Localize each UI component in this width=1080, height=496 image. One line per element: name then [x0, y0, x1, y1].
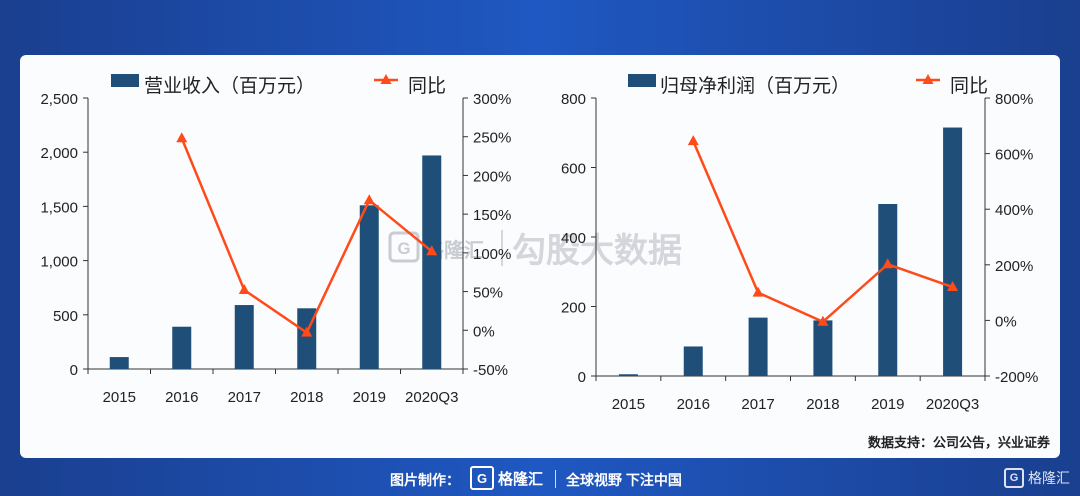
- left-tick-label: 200: [561, 300, 586, 317]
- yoy-point: [238, 284, 250, 295]
- x-tick-label: 2019: [871, 396, 904, 413]
- bar: [422, 155, 442, 369]
- right-tick-label: -200%: [995, 369, 1038, 386]
- bar: [878, 203, 898, 376]
- x-tick-label: 2020Q3: [405, 389, 458, 406]
- legend-bar-swatch: [111, 74, 139, 87]
- x-tick-label: 2017: [741, 396, 774, 413]
- right-tick-label: 600%: [995, 147, 1033, 164]
- bar: [683, 346, 703, 376]
- corner-logo: G 格隆汇: [1004, 468, 1070, 488]
- watermark-logo-letter: G: [397, 239, 410, 258]
- bar: [618, 374, 638, 376]
- x-tick-label: 2015: [612, 396, 645, 413]
- yoy-point: [882, 258, 894, 269]
- bar: [748, 317, 768, 376]
- legend-bar-label: 营业收入（百万元）: [144, 75, 315, 97]
- left-tick-label: 1,000: [40, 254, 78, 271]
- footer-credit: 图片制作：: [390, 472, 460, 488]
- left-tick-label: 2,000: [40, 145, 78, 162]
- yoy-point: [426, 245, 438, 256]
- left-tick-label: 0: [578, 369, 586, 386]
- bar: [359, 205, 379, 369]
- legend-line-marker: [922, 74, 934, 84]
- bar: [234, 305, 254, 369]
- net-profit-chart: 800 600 400 200 0 800% 600% 400% 200% 0% -200% 2015…: [561, 74, 1038, 413]
- bar: [109, 357, 129, 369]
- left-tick-label: 1,500: [40, 199, 78, 216]
- left-tick-label: 500: [53, 308, 78, 325]
- left-tick-label: 2,500: [40, 91, 78, 108]
- x-tick-label: 2017: [228, 389, 261, 406]
- right-tick-label: 800%: [995, 91, 1033, 108]
- yoy-point: [947, 281, 959, 292]
- yoy-point: [817, 315, 829, 326]
- x-tick-label: 2015: [103, 389, 136, 406]
- x-tick-label: 2020Q3: [926, 396, 979, 413]
- footer-logo-name: 格隆汇: [498, 470, 544, 488]
- bar: [813, 320, 833, 376]
- right-tick-label: 200%: [473, 168, 511, 185]
- x-tick-label: 2019: [353, 389, 386, 406]
- left-tick-label: 800: [561, 91, 586, 108]
- legend-line-label: 同比: [950, 75, 988, 97]
- legend-bar-label: 归母净利润（百万元）: [660, 75, 850, 97]
- right-tick-label: 100%: [473, 246, 511, 263]
- x-tick-label: 2016: [165, 389, 198, 406]
- yoy-point: [301, 326, 313, 337]
- footer-slogan: 全球视野 下注中国: [566, 472, 682, 488]
- footer-divider: [555, 470, 556, 488]
- yoy-point: [176, 132, 188, 143]
- corner-logo-name: 格隆汇: [1028, 470, 1070, 486]
- revenue-chart: 2,500 2,000 1,500 1,000 500 0 300% 250% 200% 150%…: [40, 74, 511, 406]
- right-tick-label: 400%: [995, 202, 1033, 219]
- footer: 图片制作： G 格隆汇 全球视野 下注中国 G 格隆汇: [0, 462, 1080, 496]
- x-tick-label: 2018: [806, 396, 839, 413]
- corner-logo-icon: G: [1004, 468, 1024, 488]
- x-tick-label: 2016: [677, 396, 710, 413]
- left-tick-label: 0: [70, 362, 78, 379]
- yoy-line: [180, 137, 433, 335]
- right-tick-label: 300%: [473, 91, 511, 108]
- right-tick-label: 200%: [995, 258, 1033, 275]
- right-tick-label: 250%: [473, 130, 511, 147]
- legend-line-marker: [380, 74, 392, 84]
- watermark: G 格隆汇 勾股大数据: [388, 230, 682, 270]
- right-tick-label: 150%: [473, 207, 511, 224]
- brand-logo-icon: G: [470, 466, 494, 490]
- yoy-point: [687, 135, 699, 146]
- right-tick-label: 0%: [473, 323, 495, 340]
- legend-line-label: 同比: [408, 75, 446, 97]
- bar: [943, 127, 963, 376]
- watermark-logo-icon: [388, 231, 420, 263]
- left-tick-label: 600: [561, 161, 586, 178]
- right-tick-label: 0%: [995, 313, 1017, 330]
- legend-bar-swatch: [628, 74, 656, 87]
- left-tick-label: 400: [561, 230, 586, 247]
- yoy-point: [752, 286, 764, 297]
- watermark-text: 勾股大数据: [512, 232, 682, 270]
- yoy-point: [363, 194, 375, 205]
- right-tick-label: 50%: [473, 285, 503, 302]
- x-tick-label: 2018: [290, 389, 323, 406]
- right-tick-label: -50%: [473, 362, 508, 379]
- source-note: 数据支持：公司公告，兴业证券: [868, 435, 1051, 450]
- bar: [172, 326, 192, 369]
- yoy-line: [692, 140, 953, 324]
- footer-logo: G 格隆汇: [470, 466, 543, 490]
